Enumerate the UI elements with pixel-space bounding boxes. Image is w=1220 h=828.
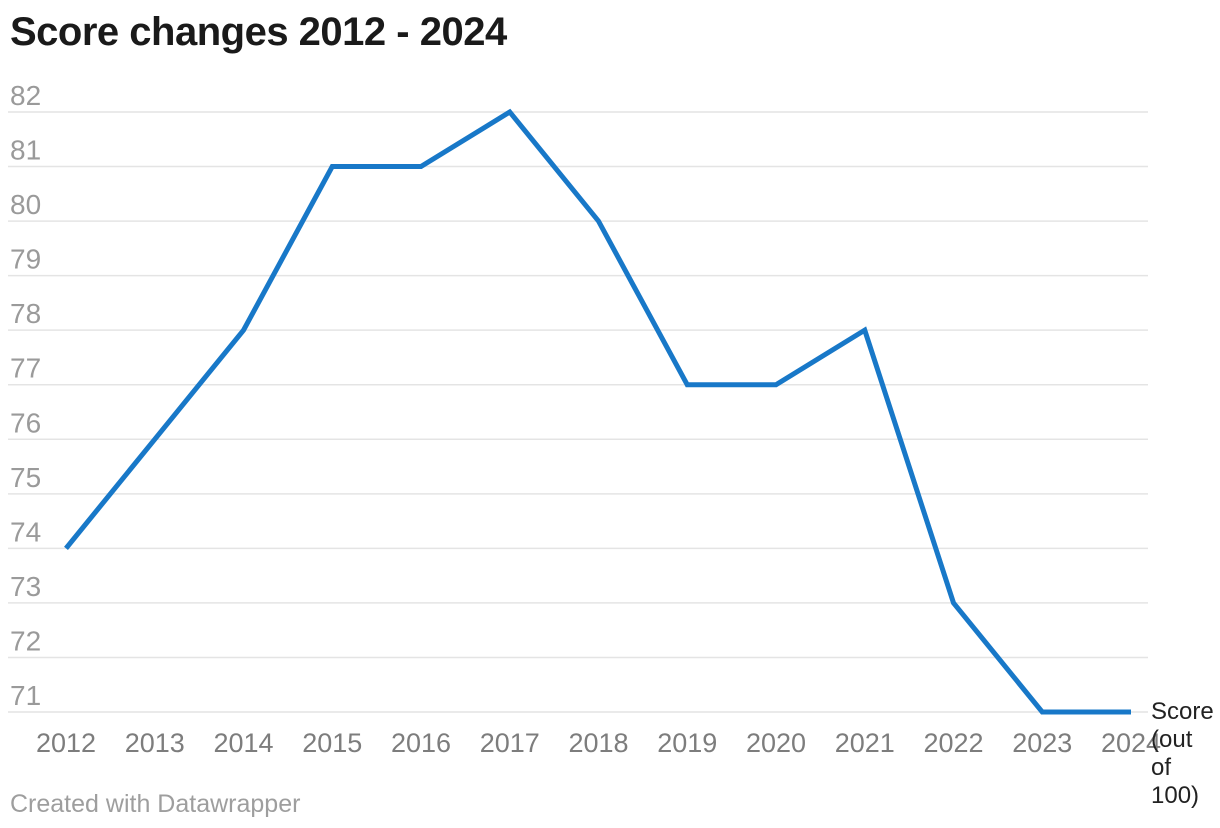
x-tick-label: 2021 — [835, 728, 895, 758]
series-legend-label: Score (out of 100) — [1151, 698, 1214, 809]
y-axis-labels: 82 81 80 79 78 77 76 75 74 73 72 71 — [10, 80, 41, 711]
y-tick-label: 78 — [10, 298, 41, 329]
y-tick-label: 82 — [10, 80, 41, 111]
x-tick-label: 2015 — [302, 728, 362, 758]
page-title: Score changes 2012 - 2024 — [10, 10, 507, 54]
x-tick-label: 2016 — [391, 728, 451, 758]
x-tick-label: 2020 — [746, 728, 806, 758]
y-tick-label: 81 — [10, 135, 41, 166]
score-line-series — [64, 108, 1131, 715]
y-gridlines — [8, 111, 1148, 713]
x-tick-label: 2022 — [923, 728, 983, 758]
y-tick-label: 75 — [10, 462, 41, 493]
y-tick-label: 76 — [10, 407, 41, 438]
y-tick-label: 74 — [10, 516, 41, 547]
x-tick-label: 2012 — [36, 728, 96, 758]
y-tick-label: 72 — [10, 625, 41, 656]
x-tick-label: 2023 — [1012, 728, 1072, 758]
y-tick-label: 77 — [10, 353, 41, 384]
y-tick-label: 71 — [10, 680, 41, 711]
x-tick-label: 2018 — [568, 728, 628, 758]
x-tick-label: 2017 — [480, 728, 540, 758]
y-tick-label: 73 — [10, 571, 41, 602]
x-tick-label: 2013 — [125, 728, 185, 758]
x-axis-labels: 2012 2013 2014 2015 2016 2017 2018 2019 2020 2021… — [36, 728, 1161, 758]
attribution-text: Created with Datawrapper — [10, 790, 301, 818]
x-tick-label: 2014 — [213, 728, 273, 758]
x-tick-label: 2024 — [1101, 728, 1161, 758]
y-tick-label: 80 — [10, 189, 41, 220]
y-tick-label: 79 — [10, 244, 41, 275]
x-tick-label: 2019 — [657, 728, 717, 758]
